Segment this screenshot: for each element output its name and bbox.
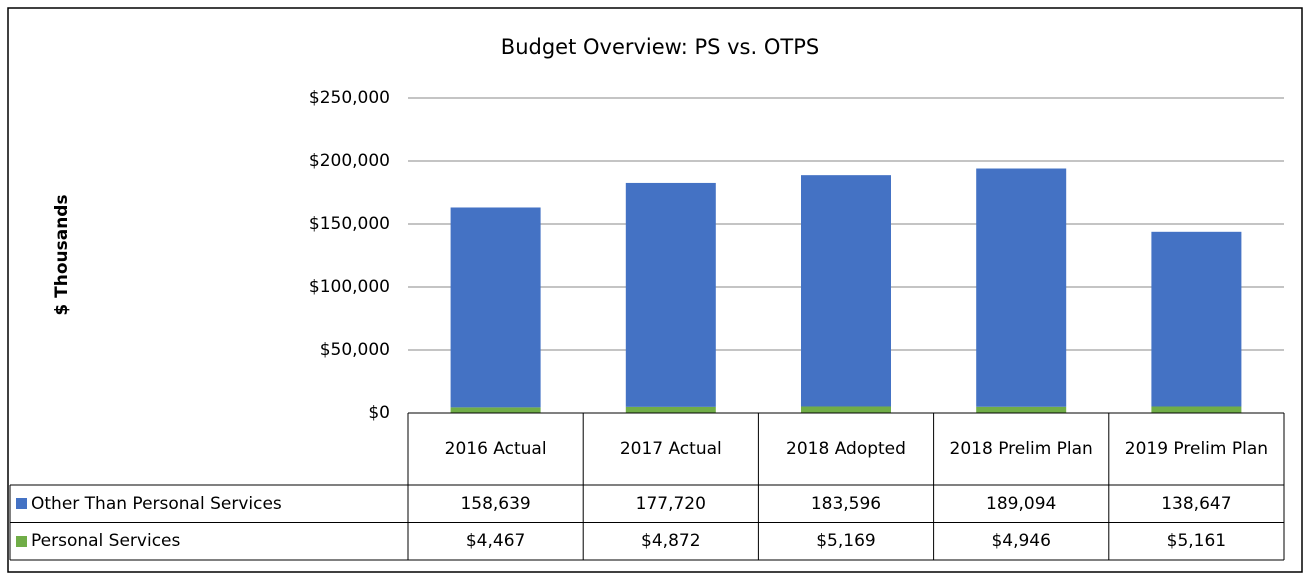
y-axis-label: $ Thousands [52, 194, 72, 315]
data-label: 189,094 [934, 485, 1109, 523]
x-tick-label-text: 2018 Adopted [786, 439, 906, 459]
bar-segment [801, 406, 891, 413]
y-tick-label: $150,000 [309, 214, 390, 234]
data-label: 177,720 [583, 485, 758, 523]
data-label-text: 138,647 [1161, 493, 1232, 514]
legend-swatch [16, 535, 27, 547]
data-label: 158,639 [408, 485, 583, 523]
data-label-text: 177,720 [635, 493, 706, 514]
bar-segment [976, 168, 1067, 407]
data-label-text: 189,094 [986, 493, 1057, 514]
data-label-text: $5,161 [1166, 531, 1227, 552]
bar-segment [450, 407, 541, 413]
data-label: $5,161 [1109, 523, 1284, 561]
x-tick-label-text: 2018 Prelim Plan [949, 439, 1093, 459]
bar-segment [976, 406, 1067, 413]
data-label: 183,596 [758, 485, 933, 523]
data-label-text: $4,467 [465, 531, 526, 552]
y-tick-label: $50,000 [320, 340, 390, 360]
y-tick-label: $250,000 [309, 88, 390, 108]
data-label: $4,467 [408, 523, 583, 561]
legend-entry: Other Than Personal Services [10, 485, 408, 523]
data-label: 138,647 [1109, 485, 1284, 523]
x-tick-label: 2018 Prelim Plan [934, 413, 1109, 485]
legend-entry-text: Personal Services [31, 531, 181, 552]
data-label-text: $4,872 [641, 531, 701, 552]
legend-entry: Personal Services [10, 523, 408, 561]
x-tick-label-text: 2017 Actual [619, 439, 722, 459]
bar-segment [625, 406, 716, 413]
y-tick-label: $200,000 [309, 151, 390, 171]
x-tick-label: 2018 Adopted [758, 413, 933, 485]
bar-segment [1151, 231, 1242, 407]
x-tick-label: 2019 Prelim Plan [1109, 413, 1284, 485]
y-tick-label: $0 [368, 403, 390, 423]
x-tick-label-text: 2019 Prelim Plan [1124, 439, 1269, 459]
legend-entry-text: Other Than Personal Services [31, 493, 282, 514]
legend-swatch [16, 498, 27, 510]
y-tick-label: $100,000 [309, 277, 390, 297]
x-tick-label: 2016 Actual [408, 413, 583, 485]
data-label: $4,946 [934, 523, 1109, 561]
bar-segment [625, 182, 716, 407]
data-label-text: $4,946 [991, 531, 1051, 552]
bar-segment [450, 207, 541, 408]
data-label-text: 183,596 [810, 493, 882, 514]
chart-border [7, 7, 1303, 573]
data-label: $4,872 [583, 523, 758, 561]
x-tick-label-text: 2016 Actual [444, 439, 547, 459]
bar-segment [801, 175, 891, 407]
data-label-text: $5,169 [816, 531, 876, 552]
bar-segment [1151, 406, 1242, 413]
x-tick-label: 2017 Actual [583, 413, 758, 485]
chart-title: Budget Overview: PS vs. OTPS [501, 35, 819, 59]
data-label: $5,169 [758, 523, 933, 561]
data-label-text: 158,639 [460, 493, 531, 514]
